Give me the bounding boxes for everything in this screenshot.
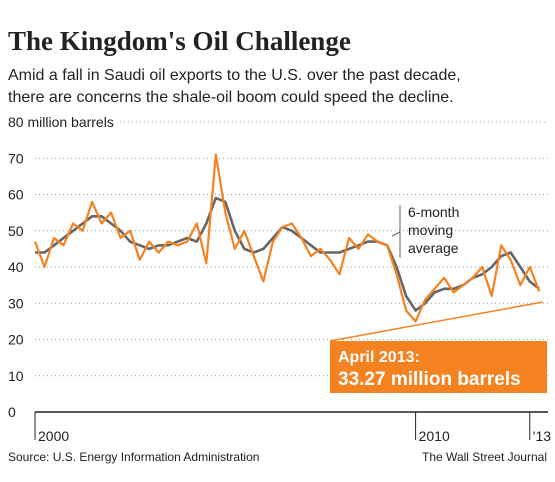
credit: The Wall Street Journal	[422, 450, 547, 464]
y-tick-label: 10	[8, 368, 24, 384]
y-tick-label: 40	[8, 259, 24, 275]
chart-title: The Kingdom's Oil Challenge	[8, 26, 351, 56]
y-tick-label: 60	[8, 187, 24, 203]
x-tick-label: '13	[533, 428, 551, 444]
series-line	[33, 153, 541, 323]
callout-text: 33.27 million barrels	[338, 369, 521, 390]
y-tick-label: 0	[8, 404, 16, 420]
source: Source: U.S. Energy Information Administ…	[8, 450, 259, 464]
callout-box	[330, 341, 547, 393]
callout-text: April 2013:	[338, 349, 420, 366]
y-tick-label: 80 million barrels	[8, 114, 114, 130]
plot-area: 0 10 20 30 40 50 60 70 80 million barrels 2000 201…	[8, 114, 551, 444]
y-tick-label: 70	[8, 150, 24, 166]
y-tick-label: 50	[8, 223, 24, 239]
annotation: 6-month	[408, 204, 459, 220]
annotation: average	[408, 240, 459, 256]
x-tick-label: 2000	[38, 428, 69, 444]
annotation: moving	[408, 222, 453, 238]
x-tick-label: 2010	[419, 428, 450, 444]
subtitle: there are concerns the shale-oil boom co…	[8, 89, 454, 106]
callout-pointer	[329, 301, 544, 342]
subtitle: Amid a fall in Saudi oil exports to the …	[8, 67, 461, 84]
y-tick-label: 30	[8, 295, 24, 311]
series-line	[35, 196, 541, 312]
annotation-bracket	[391, 205, 401, 258]
y-tick-label: 20	[8, 332, 24, 348]
